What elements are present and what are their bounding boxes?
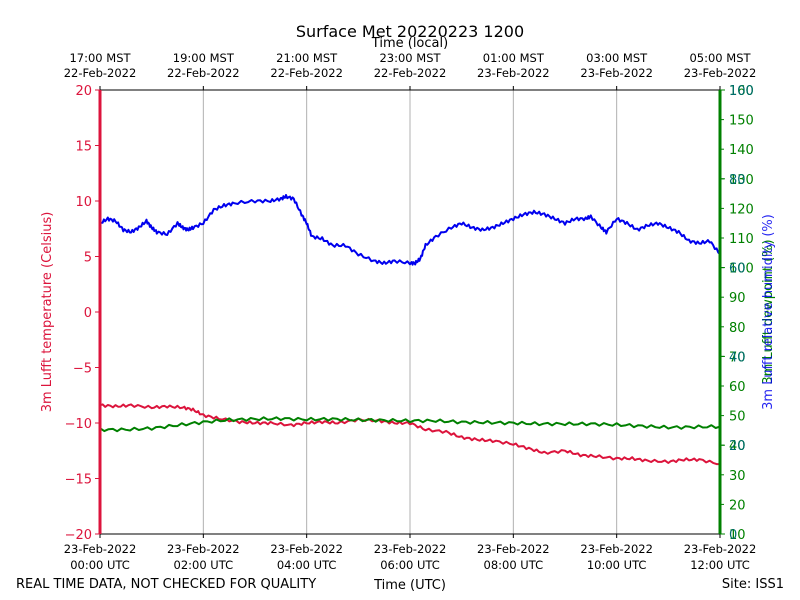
right-alt-tick-label: 20	[729, 498, 746, 513]
top-tick-date: 23-Feb-2022	[580, 66, 653, 80]
right-alt-tick-label: 110	[729, 232, 754, 247]
bottom-tick-time: 12:00 UTC	[690, 558, 750, 572]
top-tick-date: 23-Feb-2022	[477, 66, 550, 80]
left-axis-ticks: 20 15 10 5 0 −5 −10 −15 −20	[65, 84, 100, 543]
left-tick-label: 5	[84, 251, 92, 266]
right-tick-label: 80	[729, 173, 746, 188]
right-alt-tick-label: 30	[729, 469, 746, 484]
right-alt-tick-label: 160	[729, 84, 754, 99]
relative-humidity-line	[99, 194, 721, 266]
top-tick-time: 03:00 MST	[586, 51, 648, 65]
top-tick-date: 22-Feb-2022	[64, 66, 137, 80]
left-tick-label: −20	[65, 528, 92, 543]
chart-title: Surface Met 20220223 1200	[296, 22, 524, 41]
top-tick-time: 17:00 MST	[69, 51, 131, 65]
right-alt-tick-label: 120	[729, 202, 754, 217]
top-tick-time: 19:00 MST	[173, 51, 235, 65]
left-tick-label: 15	[75, 140, 92, 155]
top-tick-time: 01:00 MST	[483, 51, 545, 65]
temperature-line	[99, 403, 720, 466]
right-alt-tick-label: 90	[729, 291, 746, 306]
right-alt-tick-label: 70	[729, 350, 746, 365]
bottom-tick-date: 23-Feb-2022	[64, 542, 137, 556]
left-tick-label: −10	[65, 417, 92, 432]
bottom-tick-time: 10:00 UTC	[587, 558, 647, 572]
right-axis-ticks: 10 20 30 40 50 60 70 80 90 100 110 120 130 140 150 160 0…	[720, 84, 754, 543]
left-tick-label: −15	[65, 473, 92, 488]
bottom-tick-date: 23-Feb-2022	[477, 542, 550, 556]
right-alt-tick-label: 130	[729, 173, 754, 188]
right-tick-label: 60	[729, 262, 746, 277]
top-tick-date: 22-Feb-2022	[270, 66, 343, 80]
right-tick-label: 0	[729, 528, 737, 543]
bottom-axis-label: Time (UTC)	[373, 578, 446, 593]
bottom-tick-time: 08:00 UTC	[484, 558, 544, 572]
right-tick-label: 20	[729, 439, 746, 454]
bottom-tick-date: 23-Feb-2022	[374, 542, 447, 556]
bottom-tick-date: 23-Feb-2022	[270, 542, 343, 556]
bottom-tick-time: 02:00 UTC	[174, 558, 234, 572]
top-tick-time: 21:00 MST	[276, 51, 338, 65]
right-alt-tick-label: 10	[729, 528, 746, 543]
right-alt-tick-label: 80	[729, 321, 746, 336]
bottom-axis-ticks: 23-Feb-2022 00:00 UTC 23-Feb-2022 02:00 UTC…	[64, 534, 757, 572]
bottom-tick-time: 06:00 UTC	[380, 558, 440, 572]
bottom-tick-date: 23-Feb-2022	[167, 542, 240, 556]
right-alt-tick-label: 100	[729, 262, 754, 277]
top-tick-time: 23:00 MST	[379, 51, 441, 65]
right-tick-label: 40	[729, 350, 746, 365]
right-alt-tick-label: 140	[729, 143, 754, 158]
right-alt-tick-label: 60	[729, 380, 746, 395]
quality-disclaimer: REAL TIME DATA, NOT CHECKED FOR QUALITY	[16, 577, 316, 592]
top-tick-date: 23-Feb-2022	[684, 66, 757, 80]
right-axis-label-humidity: 3m Lufft relative humidity (%)	[761, 214, 776, 410]
right-axis-label-dewpoint: 3m Lufft dewpoint (%)	[761, 239, 776, 384]
bottom-tick-date: 23-Feb-2022	[580, 542, 653, 556]
left-tick-label: 10	[75, 195, 92, 210]
left-tick-label: 20	[75, 84, 92, 99]
bottom-tick-time: 00:00 UTC	[70, 558, 130, 572]
bottom-tick-time: 04:00 UTC	[277, 558, 337, 572]
right-tick-label: 100	[729, 84, 754, 99]
left-tick-label: −5	[73, 362, 92, 377]
top-tick-date: 22-Feb-2022	[167, 66, 240, 80]
dewpoint-line	[99, 416, 721, 433]
top-tick-time: 05:00 MST	[689, 51, 751, 65]
grid-lines	[202, 90, 618, 534]
right-alt-tick-label: 50	[729, 410, 746, 425]
right-alt-tick-label: 150	[729, 114, 754, 129]
left-tick-label: 0	[84, 306, 92, 321]
right-alt-tick-label: 40	[729, 439, 746, 454]
series-layer	[99, 194, 721, 466]
left-axis-label: 3m Lufft temperature (Celsius)	[40, 212, 55, 413]
top-tick-date: 22-Feb-2022	[374, 66, 447, 80]
top-axis-label: Time (local)	[371, 36, 448, 51]
bottom-tick-date: 23-Feb-2022	[684, 542, 757, 556]
site-label: Site: ISS1	[722, 577, 784, 592]
